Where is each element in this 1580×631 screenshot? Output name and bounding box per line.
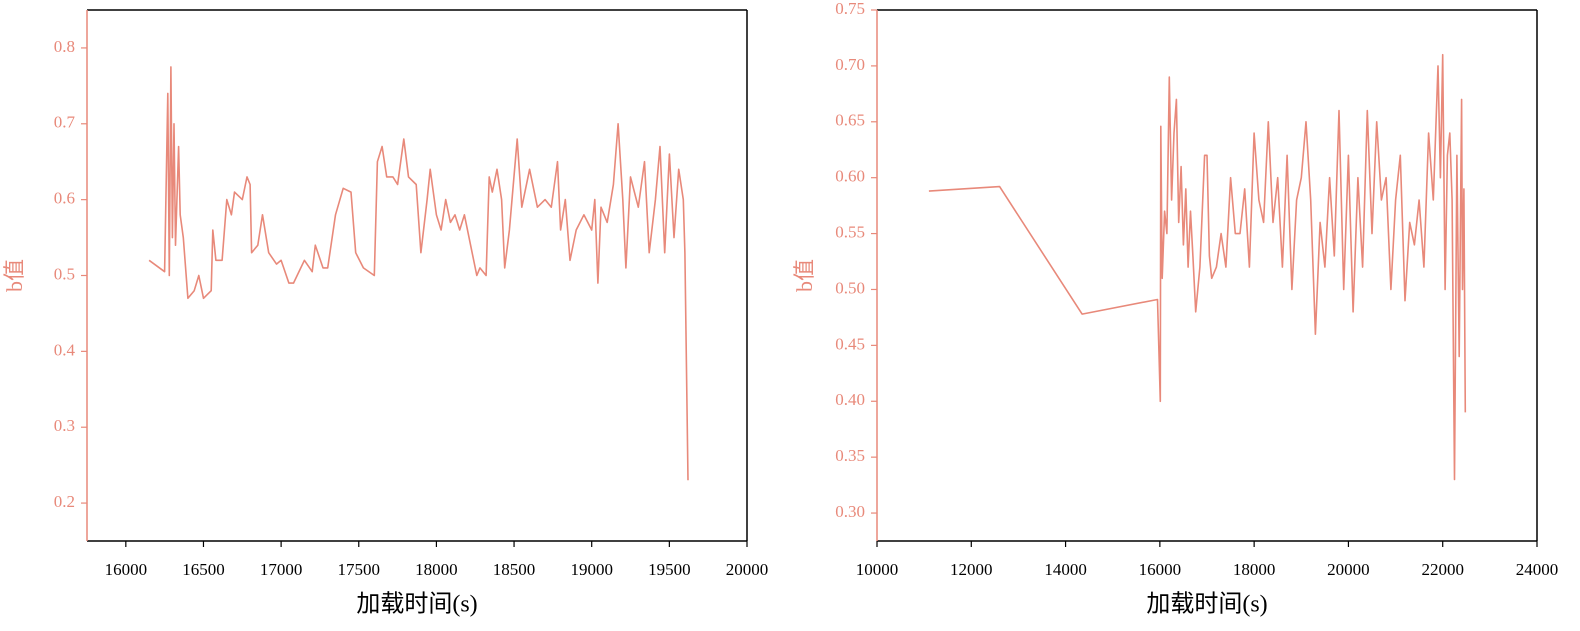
x-tick-label: 16500 xyxy=(182,560,225,579)
y-tick-label: 0.2 xyxy=(54,492,75,511)
x-tick-label: 16000 xyxy=(105,560,148,579)
x-tick-label: 19000 xyxy=(570,560,613,579)
y-tick-label: 0.75 xyxy=(835,0,865,18)
x-tick-label: 18500 xyxy=(493,560,536,579)
y-tick-label: 0.65 xyxy=(835,111,865,130)
data-line xyxy=(928,53,1467,481)
y-tick-label: 0.8 xyxy=(54,37,75,56)
y-axis-label: b值 xyxy=(2,259,27,292)
x-tick-label: 10000 xyxy=(856,560,899,579)
y-tick-label: 0.50 xyxy=(835,278,865,297)
y-tick-label: 0.55 xyxy=(835,222,865,241)
data-line xyxy=(148,66,689,481)
y-tick-label: 0.40 xyxy=(835,390,865,409)
x-tick-label: 18000 xyxy=(415,560,458,579)
x-tick-label: 20000 xyxy=(726,560,769,579)
x-tick-label: 12000 xyxy=(950,560,993,579)
x-tick-label: 16000 xyxy=(1139,560,1182,579)
x-tick-label: 20000 xyxy=(1327,560,1370,579)
y-tick-label: 0.5 xyxy=(54,264,75,283)
y-tick-label: 0.4 xyxy=(54,340,76,359)
x-tick-label: 14000 xyxy=(1044,560,1087,579)
x-axis-label: 加载时间(s) xyxy=(1146,591,1267,618)
y-tick-label: 0.35 xyxy=(835,446,865,465)
x-tick-label: 18000 xyxy=(1233,560,1276,579)
x-tick-label: 24000 xyxy=(1516,560,1559,579)
y-tick-label: 0.45 xyxy=(835,334,865,353)
y-tick-label: 0.7 xyxy=(54,113,76,132)
y-tick-label: 0.3 xyxy=(54,416,75,435)
x-tick-label: 17500 xyxy=(338,560,381,579)
y-tick-label: 0.30 xyxy=(835,502,865,521)
x-tick-label: 17000 xyxy=(260,560,303,579)
x-tick-label: 22000 xyxy=(1421,560,1464,579)
y-tick-label: 0.6 xyxy=(54,189,75,208)
x-tick-label: 19500 xyxy=(648,560,691,579)
y-tick-label: 0.60 xyxy=(835,167,865,186)
y-tick-label: 0.70 xyxy=(835,55,865,74)
x-axis-label: 加载时间(s) xyxy=(356,591,477,618)
y-axis-label: b值 xyxy=(792,259,817,292)
